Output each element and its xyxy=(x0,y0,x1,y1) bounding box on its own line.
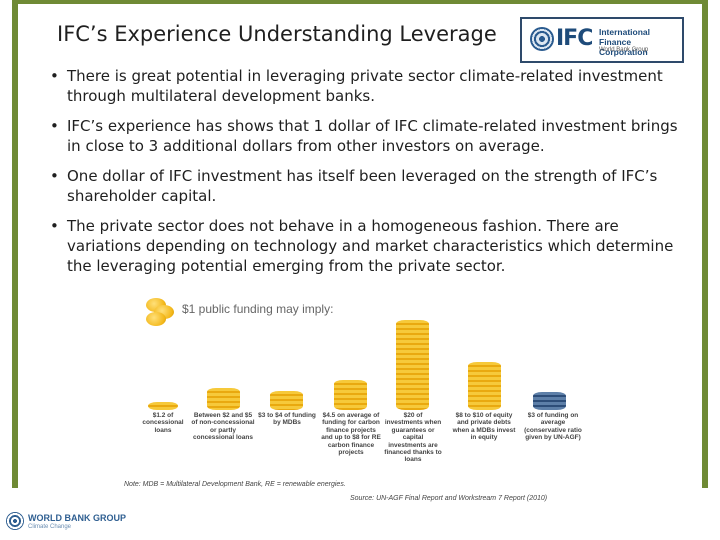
bullet-item: IFC’s experience has shows that 1 dollar… xyxy=(48,116,688,156)
coin-stack-5 xyxy=(396,320,429,410)
category-label: $4.5 on average of funding for carbon fi… xyxy=(321,412,381,457)
slide-frame-left xyxy=(12,0,18,488)
category-label: $3 of funding on average (conservative r… xyxy=(524,412,582,442)
slide-frame-right xyxy=(702,0,708,488)
coin-icon xyxy=(146,312,166,326)
coin-stack-1 xyxy=(148,402,178,410)
coin-stack-2 xyxy=(207,388,240,410)
coin-stack-6 xyxy=(468,362,501,410)
footer-org: WORLD BANK GROUP xyxy=(28,513,126,523)
category-label: $8 to $10 of equity and private debts wh… xyxy=(452,412,516,442)
ifc-globe-icon xyxy=(530,27,554,51)
figure-note: Note: MDB = Multilateral Development Ban… xyxy=(124,481,346,488)
ifc-logo-name-line1: International xyxy=(599,27,651,37)
slide-title: IFC’s Experience Understanding Leverage xyxy=(57,22,497,46)
coin-stack-3 xyxy=(270,391,303,410)
ifc-logo: IFC International Finance Corporation Wo… xyxy=(520,17,684,63)
ifc-logo-mark: IFC xyxy=(556,26,593,51)
coin-stack-4 xyxy=(334,380,367,410)
figure-source: Source: UN-AGF Final Report and Workstre… xyxy=(350,495,548,502)
ifc-logo-name: International Finance Corporation xyxy=(599,27,681,57)
bullet-item: The private sector does not behave in a … xyxy=(48,216,688,276)
footer-sub: Climate Change xyxy=(28,524,72,530)
slide-frame-top xyxy=(12,0,708,4)
category-label: Between $2 and $5 of non-concessional or… xyxy=(191,412,255,442)
ifc-logo-name-line2: Finance Corporation xyxy=(599,37,648,57)
category-label: $1.2 of concessional loans xyxy=(142,412,184,434)
bullet-item: There is great potential in leveraging p… xyxy=(48,66,688,106)
coin-stack-7 xyxy=(533,392,566,410)
leverage-figure: $1 public funding may imply: $1.2 of con… xyxy=(120,290,590,505)
world-bank-group-logo: WORLD BANK GROUP Climate Change xyxy=(6,510,126,536)
bullet-list: There is great potential in leveraging p… xyxy=(48,66,688,286)
bullet-item: One dollar of IFC investment has itself … xyxy=(48,166,688,206)
ifc-logo-sub: World Bank Group xyxy=(599,47,649,53)
category-label: $3 to $4 of funding by MDBs xyxy=(258,412,316,427)
funding-label: $1 public funding may imply: xyxy=(182,302,334,316)
world-bank-globe-icon xyxy=(6,512,24,530)
category-label: $20 of investments when guarantees or ca… xyxy=(384,412,442,464)
